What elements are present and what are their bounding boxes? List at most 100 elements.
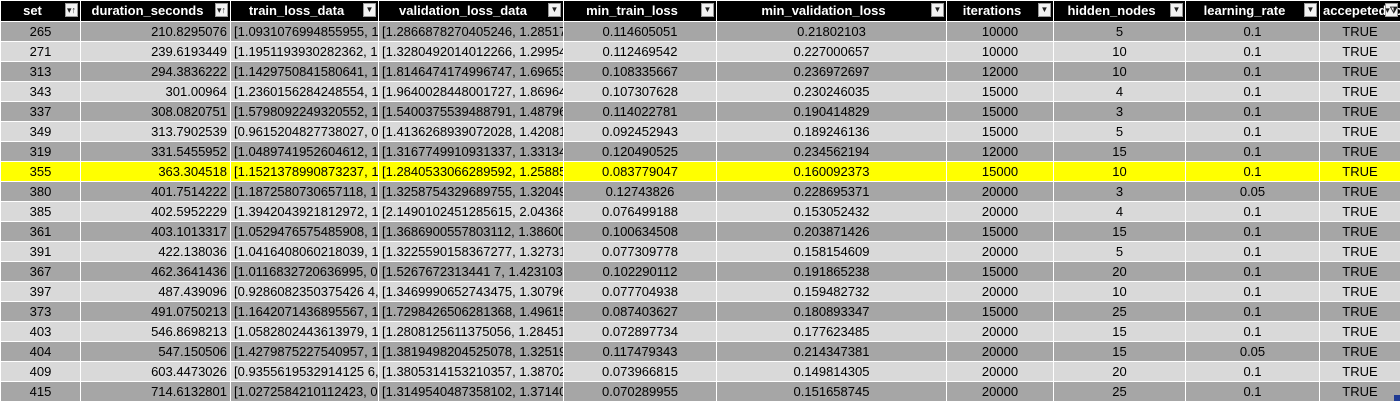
cell-iterations[interactable]: 15000 <box>947 122 1054 142</box>
cell-validation_loss_data[interactable]: [1.3819498204525078, 1.32519 <box>379 342 564 362</box>
cell-duration_seconds[interactable]: 239.6193449 <box>81 42 231 62</box>
cell-min_validation_loss[interactable]: 0.228695371 <box>717 182 947 202</box>
cell-duration_seconds[interactable]: 313.7902539 <box>81 122 231 142</box>
cell-set[interactable]: 391 <box>1 242 81 262</box>
cell-validation_loss_data[interactable]: [1.5267672313441 7, 1.4231037 <box>379 262 564 282</box>
cell-learning_rate[interactable]: 0.1 <box>1186 262 1320 282</box>
cell-set[interactable]: 361 <box>1 222 81 242</box>
cell-accepeted_loss[interactable]: TRUE <box>1320 182 1400 202</box>
cell-train_loss_data[interactable]: [1.4279875227540957, 1. <box>231 342 379 362</box>
cell-train_loss_data[interactable]: [1.0416408060218039, 1. <box>231 242 379 262</box>
cell-validation_loss_data[interactable]: [1.3280492014012266, 1.29954 <box>379 42 564 62</box>
filter-dropdown-icon[interactable]: ▼ <box>931 3 944 17</box>
cell-train_loss_data[interactable]: [1.1429750841580641, 1. <box>231 62 379 82</box>
cell-min_train_loss[interactable]: 0.087403627 <box>564 302 717 322</box>
cell-iterations[interactable]: 20000 <box>947 282 1054 302</box>
cell-accepeted_loss[interactable]: TRUE <box>1320 202 1400 222</box>
cell-validation_loss_data[interactable]: [1.7298426506281368, 1.49615 <box>379 302 564 322</box>
column-header-hidden_nodes[interactable]: hidden_nodes▼ <box>1054 1 1186 22</box>
cell-min_validation_loss[interactable]: 0.236972697 <box>717 62 947 82</box>
cell-set[interactable]: 380 <box>1 182 81 202</box>
cell-hidden_nodes[interactable]: 15 <box>1054 322 1186 342</box>
column-header-min_validation_loss[interactable]: min_validation_loss▼ <box>717 1 947 22</box>
cell-train_loss_data[interactable]: [0.9355619532914125 6, 0 <box>231 362 379 382</box>
cell-min_train_loss[interactable]: 0.072897734 <box>564 322 717 342</box>
cell-set[interactable]: 349 <box>1 122 81 142</box>
cell-train_loss_data[interactable]: [1.0931076994855955, 1. <box>231 22 379 42</box>
cell-accepeted_loss[interactable]: TRUE <box>1320 62 1400 82</box>
cell-set[interactable]: 373 <box>1 302 81 322</box>
cell-train_loss_data[interactable]: [1.0489741952604612, 1. <box>231 142 379 162</box>
cell-iterations[interactable]: 20000 <box>947 362 1054 382</box>
cell-min_train_loss[interactable]: 0.073966815 <box>564 362 717 382</box>
cell-validation_loss_data[interactable]: [1.3149540487358102, 1.37140 <box>379 382 564 402</box>
cell-min_validation_loss[interactable]: 0.180893347 <box>717 302 947 322</box>
cell-iterations[interactable]: 15000 <box>947 82 1054 102</box>
cell-min_validation_loss[interactable]: 0.234562194 <box>717 142 947 162</box>
cell-min_train_loss[interactable]: 0.112469542 <box>564 42 717 62</box>
cell-min_train_loss[interactable]: 0.102290112 <box>564 262 717 282</box>
cell-learning_rate[interactable]: 0.1 <box>1186 202 1320 222</box>
cell-train_loss_data[interactable]: [1.2360156284248554, 1. <box>231 82 379 102</box>
cell-learning_rate[interactable]: 0.1 <box>1186 42 1320 62</box>
cell-accepeted_loss[interactable]: TRUE <box>1320 282 1400 302</box>
cell-learning_rate[interactable]: 0.1 <box>1186 222 1320 242</box>
cell-iterations[interactable]: 10000 <box>947 22 1054 42</box>
cell-learning_rate[interactable]: 0.1 <box>1186 282 1320 302</box>
cell-train_loss_data[interactable]: [1.0582802443613979, 1. <box>231 322 379 342</box>
cell-train_loss_data[interactable]: [1.0529476575485908, 1. <box>231 222 379 242</box>
cell-accepeted_loss[interactable]: TRUE <box>1320 22 1400 42</box>
cell-validation_loss_data[interactable]: [1.3258754329689755, 1.32049 <box>379 182 564 202</box>
cell-validation_loss_data[interactable]: [1.3469990652743475, 1.30796 <box>379 282 564 302</box>
cell-iterations[interactable]: 15000 <box>947 222 1054 242</box>
cell-min_train_loss[interactable]: 0.092452943 <box>564 122 717 142</box>
cell-learning_rate[interactable]: 0.05 <box>1186 182 1320 202</box>
cell-iterations[interactable]: 15000 <box>947 162 1054 182</box>
cell-validation_loss_data[interactable]: [1.9640028448001727, 1.86964 <box>379 82 564 102</box>
cell-duration_seconds[interactable]: 491.0750213 <box>81 302 231 322</box>
cell-learning_rate[interactable]: 0.1 <box>1186 302 1320 322</box>
cell-validation_loss_data[interactable]: [2.1490102451285615, 2.04368 <box>379 202 564 222</box>
cell-duration_seconds[interactable]: 422.138036 <box>81 242 231 262</box>
cell-set[interactable]: 337 <box>1 102 81 122</box>
filter-dropdown-icon[interactable]: ▼ <box>548 3 561 17</box>
cell-min_validation_loss[interactable]: 0.153052432 <box>717 202 947 222</box>
cell-iterations[interactable]: 12000 <box>947 142 1054 162</box>
filter-dropdown-icon[interactable]: ▼ <box>1170 3 1183 17</box>
cell-learning_rate[interactable]: 0.1 <box>1186 142 1320 162</box>
filter-dropdown-icon[interactable]: ▼ <box>1038 3 1051 17</box>
cell-learning_rate[interactable]: 0.1 <box>1186 322 1320 342</box>
cell-min_validation_loss[interactable]: 0.158154609 <box>717 242 947 262</box>
cell-accepeted_loss[interactable]: TRUE <box>1320 362 1400 382</box>
cell-validation_loss_data[interactable]: [1.2808125611375056, 1.28451 <box>379 322 564 342</box>
cell-learning_rate[interactable]: 0.1 <box>1186 82 1320 102</box>
cell-accepeted_loss[interactable]: TRUE <box>1320 222 1400 242</box>
cell-validation_loss_data[interactable]: [1.8146474174996747, 1.69653 <box>379 62 564 82</box>
column-header-accepeted_loss[interactable]: accepeted-loss▾⧩ <box>1320 1 1400 22</box>
cell-iterations[interactable]: 20000 <box>947 182 1054 202</box>
cell-min_train_loss[interactable]: 0.12743826 <box>564 182 717 202</box>
cell-accepeted_loss[interactable]: TRUE <box>1320 322 1400 342</box>
column-header-validation_loss_data[interactable]: validation_loss_data▼ <box>379 1 564 22</box>
cell-iterations[interactable]: 15000 <box>947 262 1054 282</box>
sort-filter-icon[interactable]: ▾↑ <box>215 3 228 17</box>
cell-hidden_nodes[interactable]: 10 <box>1054 282 1186 302</box>
cell-duration_seconds[interactable]: 210.8295076 <box>81 22 231 42</box>
cell-iterations[interactable]: 20000 <box>947 322 1054 342</box>
cell-train_loss_data[interactable]: [1.1642071436895567, 1. <box>231 302 379 322</box>
cell-learning_rate[interactable]: 0.1 <box>1186 242 1320 262</box>
cell-set[interactable]: 313 <box>1 62 81 82</box>
cell-min_validation_loss[interactable]: 0.189246136 <box>717 122 947 142</box>
cell-min_train_loss[interactable]: 0.076499188 <box>564 202 717 222</box>
cell-min_validation_loss[interactable]: 0.227000657 <box>717 42 947 62</box>
cell-train_loss_data[interactable]: [0.9286082350375426 4, 0 <box>231 282 379 302</box>
cell-duration_seconds[interactable]: 547.150506 <box>81 342 231 362</box>
cell-min_train_loss[interactable]: 0.077704938 <box>564 282 717 302</box>
